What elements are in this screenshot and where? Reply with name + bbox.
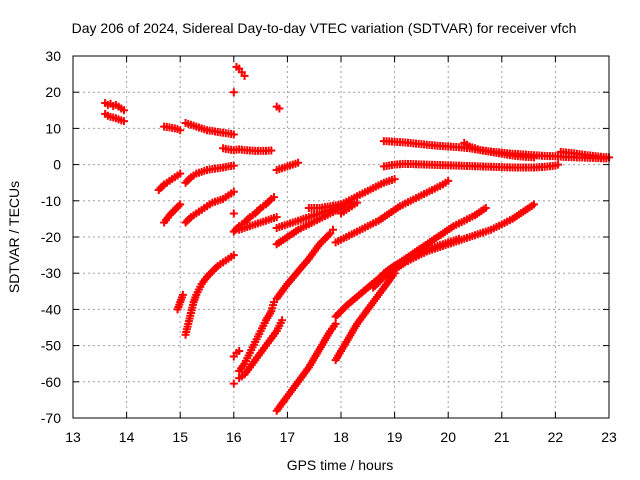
data-point	[454, 234, 463, 243]
series-arc-16	[235, 213, 281, 234]
x-tick-label: 13	[65, 429, 81, 445]
series-arc-32	[379, 234, 463, 278]
y-tick-label: -50	[41, 338, 61, 354]
data-point	[337, 200, 345, 209]
series-arc-30	[337, 198, 362, 218]
series-arc-27	[331, 269, 399, 365]
series-arc-18	[229, 379, 238, 388]
data-point	[275, 104, 284, 113]
data-point	[229, 130, 238, 139]
y-tick-label: -70	[41, 410, 61, 426]
x-tick-label: 17	[280, 429, 296, 445]
y-tick-label: -40	[41, 301, 61, 317]
y-tick-label: -30	[41, 265, 61, 281]
series-arc-22	[272, 225, 337, 303]
data-point	[278, 316, 287, 325]
x-tick-label: 21	[494, 429, 510, 445]
data-point	[229, 187, 238, 196]
data-point	[119, 106, 128, 115]
y-tick-label: 30	[45, 48, 61, 64]
series-arc-34	[460, 138, 538, 162]
data-point	[267, 146, 276, 155]
data-point	[270, 193, 278, 202]
y-tick-label: 10	[45, 120, 61, 136]
series-arc-35	[379, 159, 563, 172]
series-arc-26	[304, 200, 345, 213]
series-arc-29	[331, 176, 453, 247]
data-point	[390, 175, 399, 184]
data-point	[176, 200, 185, 209]
x-tick-label: 22	[548, 429, 564, 445]
y-tick-label: 0	[53, 157, 61, 173]
data-point	[353, 198, 362, 207]
data-point	[229, 379, 238, 388]
data-point	[481, 204, 490, 213]
data-point	[235, 347, 244, 356]
series-arc-12	[229, 88, 238, 97]
x-axis-label: GPS time / hours	[287, 457, 394, 473]
series-arc-36	[556, 147, 613, 162]
series-arc-24	[272, 158, 303, 175]
data-point	[444, 176, 453, 185]
series-arc-17	[229, 347, 244, 361]
series-arc-4	[154, 169, 185, 194]
data-point	[529, 200, 538, 209]
data-point	[229, 88, 238, 97]
x-tick-label: 19	[387, 429, 403, 445]
data-point	[229, 161, 238, 170]
data-point	[176, 126, 185, 135]
chart-title: Day 206 of 2024, Sidereal Day-to-day VTE…	[72, 20, 577, 36]
data-point	[240, 71, 249, 80]
data-point	[229, 251, 238, 260]
x-tick-labels: 13 14 15 16 17 18 19 20 21 22 23	[65, 429, 617, 445]
data-point	[229, 209, 238, 218]
axis-ticks	[72, 55, 610, 419]
series-arc-33	[379, 137, 611, 163]
series-arc-9	[181, 251, 238, 339]
series-arc-10	[219, 144, 276, 155]
x-tick-label: 23	[601, 429, 617, 445]
y-tick-labels: -70 -60 -50 -40 -30 -20 -10 0 10 20 30	[41, 48, 61, 426]
series-arc-8	[173, 290, 187, 314]
x-tick-label: 15	[172, 429, 188, 445]
data-point	[554, 160, 563, 169]
x-tick-label: 20	[440, 429, 456, 445]
data-point	[176, 169, 185, 178]
series-arc-5	[181, 161, 238, 187]
x-tick-label: 14	[119, 429, 135, 445]
y-tick-label: -10	[41, 193, 61, 209]
series-arc-1b	[101, 109, 128, 126]
data-point	[119, 117, 128, 126]
data-point	[178, 290, 187, 299]
y-tick-label: -20	[41, 229, 61, 245]
series-arc-2	[160, 122, 185, 135]
y-axis-label: SDTVAR / TECUs	[6, 181, 22, 293]
series-arc-14	[229, 209, 238, 218]
data-point	[294, 158, 303, 167]
data-point	[272, 213, 281, 222]
series-arc-13	[272, 102, 284, 113]
series-arc-21	[272, 319, 340, 415]
data-point	[328, 225, 337, 234]
data-point	[529, 153, 538, 162]
data-point	[331, 319, 340, 328]
series-arc-7	[181, 187, 238, 227]
x-tick-label: 18	[333, 429, 349, 445]
y-tick-label: -60	[41, 374, 61, 390]
x-tick-label: 16	[226, 429, 242, 445]
y-tick-label: 20	[45, 84, 61, 100]
series-arc-1a	[101, 99, 128, 115]
series-arc-20	[235, 316, 287, 383]
data-points	[101, 62, 613, 415]
series-arc-6	[160, 200, 185, 227]
series-arc-11	[232, 62, 249, 80]
series-arc-3	[181, 118, 238, 139]
